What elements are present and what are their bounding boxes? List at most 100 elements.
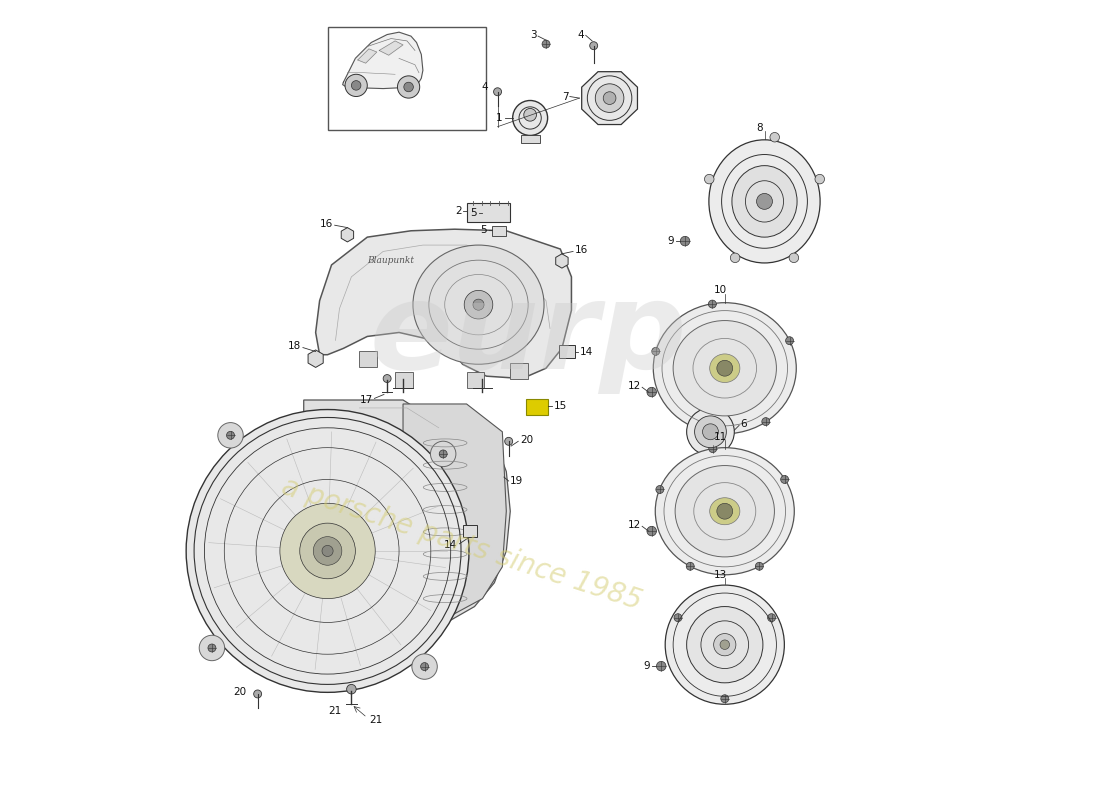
Circle shape xyxy=(186,410,469,692)
Circle shape xyxy=(314,537,342,566)
Circle shape xyxy=(757,194,772,210)
Circle shape xyxy=(815,174,825,184)
Circle shape xyxy=(227,431,234,439)
Circle shape xyxy=(657,662,665,671)
Text: a porsche parts since 1985: a porsche parts since 1985 xyxy=(278,473,646,615)
Circle shape xyxy=(647,387,657,397)
Circle shape xyxy=(708,445,717,453)
Polygon shape xyxy=(308,350,323,367)
Circle shape xyxy=(595,84,624,113)
Circle shape xyxy=(686,408,735,456)
Circle shape xyxy=(473,299,484,310)
Circle shape xyxy=(714,634,736,656)
Circle shape xyxy=(703,424,718,440)
Circle shape xyxy=(674,614,682,622)
Text: 20: 20 xyxy=(233,687,246,698)
Circle shape xyxy=(411,654,438,679)
Ellipse shape xyxy=(412,245,544,364)
Text: 15: 15 xyxy=(554,402,568,411)
Bar xyxy=(526,399,549,415)
Circle shape xyxy=(717,503,733,519)
Circle shape xyxy=(696,426,704,434)
Text: 5: 5 xyxy=(481,225,487,235)
FancyBboxPatch shape xyxy=(466,203,510,222)
Circle shape xyxy=(656,486,663,494)
Circle shape xyxy=(789,253,799,262)
Text: 3: 3 xyxy=(530,30,537,39)
Circle shape xyxy=(351,81,361,90)
Circle shape xyxy=(218,422,243,448)
Ellipse shape xyxy=(710,498,740,525)
FancyBboxPatch shape xyxy=(520,135,540,143)
Circle shape xyxy=(785,337,793,345)
Text: 10: 10 xyxy=(714,286,727,295)
Bar xyxy=(510,362,528,378)
Circle shape xyxy=(666,585,784,704)
Text: 19: 19 xyxy=(510,476,524,486)
Circle shape xyxy=(300,523,355,578)
Ellipse shape xyxy=(710,354,740,382)
Text: 4: 4 xyxy=(578,30,584,39)
Circle shape xyxy=(199,635,224,661)
Circle shape xyxy=(397,76,420,98)
Circle shape xyxy=(322,546,333,557)
Circle shape xyxy=(770,133,780,142)
Circle shape xyxy=(717,360,733,376)
Text: 11: 11 xyxy=(714,431,727,442)
Circle shape xyxy=(647,526,657,536)
Circle shape xyxy=(590,42,597,50)
Circle shape xyxy=(505,438,513,446)
Text: 12: 12 xyxy=(627,381,640,390)
Polygon shape xyxy=(343,32,422,89)
Text: 2: 2 xyxy=(455,206,462,216)
Text: 7: 7 xyxy=(562,91,569,102)
Polygon shape xyxy=(358,49,377,63)
Bar xyxy=(559,345,574,358)
Ellipse shape xyxy=(656,448,794,574)
Text: 16: 16 xyxy=(320,218,333,229)
Text: 20: 20 xyxy=(520,434,532,445)
Ellipse shape xyxy=(675,466,774,557)
Circle shape xyxy=(704,174,714,184)
Circle shape xyxy=(686,562,694,570)
Text: eurp: eurp xyxy=(370,278,686,394)
Text: 13: 13 xyxy=(714,570,727,580)
Polygon shape xyxy=(556,254,568,268)
Text: 17: 17 xyxy=(360,395,373,405)
Ellipse shape xyxy=(673,321,777,416)
Circle shape xyxy=(768,614,776,622)
Circle shape xyxy=(686,606,763,683)
Text: 16: 16 xyxy=(574,245,587,255)
Bar xyxy=(360,350,377,366)
Circle shape xyxy=(680,236,690,246)
Ellipse shape xyxy=(653,302,796,434)
Circle shape xyxy=(346,685,356,694)
Circle shape xyxy=(720,694,728,702)
Circle shape xyxy=(542,40,550,48)
Polygon shape xyxy=(304,400,510,626)
Circle shape xyxy=(762,418,770,426)
Polygon shape xyxy=(582,72,638,125)
Bar xyxy=(328,26,486,130)
Circle shape xyxy=(404,82,414,92)
Text: 9: 9 xyxy=(644,661,650,671)
Circle shape xyxy=(603,92,616,105)
Polygon shape xyxy=(374,404,506,614)
Ellipse shape xyxy=(732,166,798,237)
Text: 6: 6 xyxy=(740,419,747,429)
Circle shape xyxy=(279,503,375,598)
Text: 4: 4 xyxy=(482,82,488,92)
Text: 18: 18 xyxy=(288,341,301,351)
Polygon shape xyxy=(341,228,353,242)
Circle shape xyxy=(651,347,660,355)
Polygon shape xyxy=(316,229,572,378)
Circle shape xyxy=(694,416,726,448)
Polygon shape xyxy=(379,41,403,55)
Circle shape xyxy=(430,442,455,466)
Ellipse shape xyxy=(708,140,821,263)
Text: 9: 9 xyxy=(668,236,674,246)
Circle shape xyxy=(208,644,216,652)
Circle shape xyxy=(439,450,448,458)
Bar xyxy=(463,525,477,538)
Text: 5: 5 xyxy=(471,208,477,218)
